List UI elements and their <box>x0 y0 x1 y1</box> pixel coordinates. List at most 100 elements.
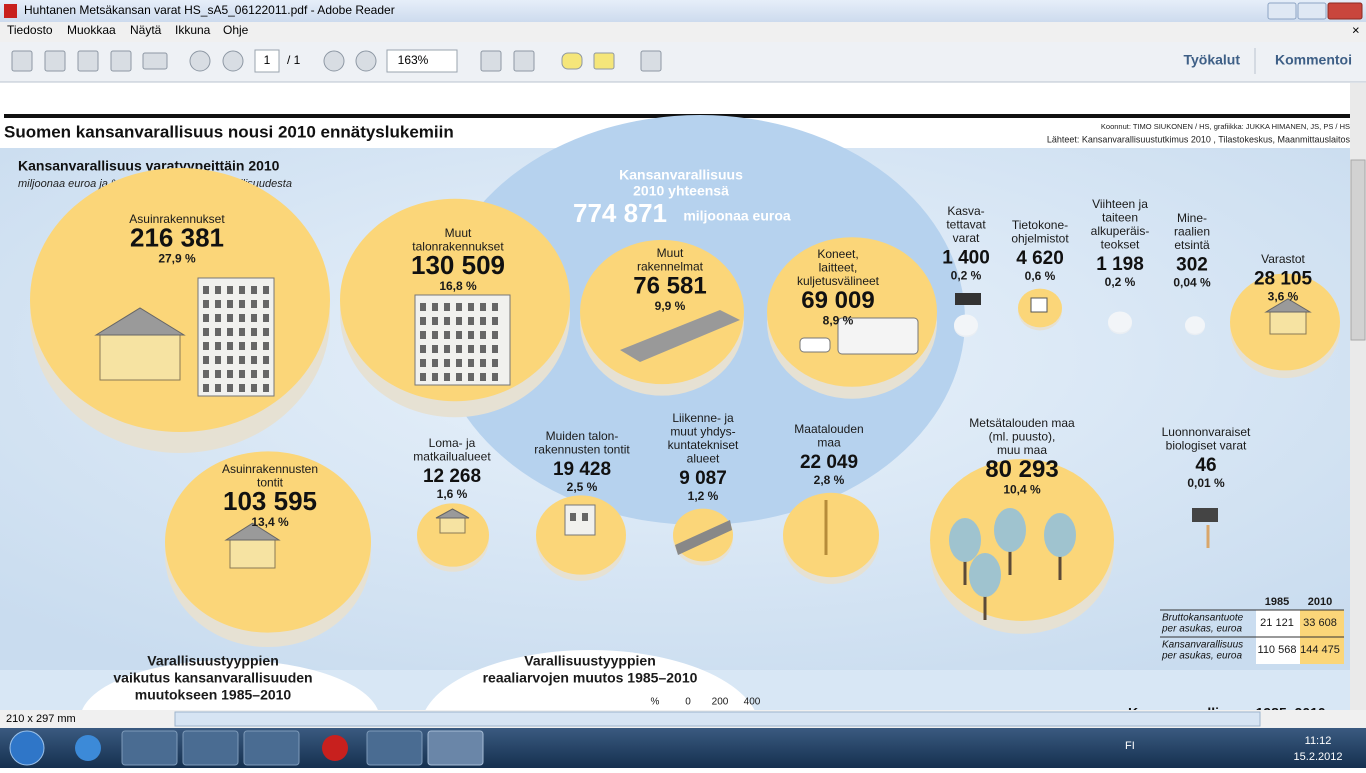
tool-icon[interactable] <box>593 52 615 70</box>
menu-item[interactable]: Tiedosto <box>7 23 53 37</box>
tool-icon[interactable] <box>110 50 132 72</box>
window-icon <box>251 286 257 294</box>
item-label: laitteet, <box>819 261 858 275</box>
window-icon <box>432 373 438 381</box>
window-icon <box>227 356 233 364</box>
credit: Lähteet: Kansanvarallisuustutkimus 2010 … <box>1047 134 1351 144</box>
item-label: muu maa <box>997 443 1047 457</box>
window-icon <box>215 384 221 392</box>
item-label: Viihteen ja <box>1092 197 1148 211</box>
item-value: 4 620 <box>1016 248 1064 269</box>
window-icon <box>456 303 462 311</box>
start-button[interactable] <box>9 730 45 766</box>
tool-icon[interactable] <box>222 50 244 72</box>
tool-icon[interactable] <box>142 52 168 70</box>
item-value: 9 087 <box>679 468 727 489</box>
moose-icon <box>1192 508 1218 522</box>
horizontal-scroll-thumb[interactable] <box>174 711 1261 727</box>
window-icon <box>263 328 269 336</box>
item-label: kuljetusvälineet <box>797 274 880 288</box>
window-icon <box>203 384 209 392</box>
window-icon <box>492 303 498 311</box>
table-value: 110 568 <box>1258 644 1297 656</box>
tool-icon[interactable] <box>11 50 33 72</box>
window-icon <box>239 356 245 364</box>
window-icon <box>215 328 221 336</box>
item-share: 16,8 % <box>439 279 477 293</box>
house-icon <box>229 539 276 569</box>
window-icon <box>203 328 209 336</box>
window-icon <box>468 359 474 367</box>
window-icon <box>432 331 438 339</box>
disc-top <box>417 503 489 567</box>
app-explorer[interactable] <box>121 730 178 766</box>
item-value: 12 268 <box>423 466 481 487</box>
item-label: Liikenne- ja <box>672 411 734 425</box>
window-icon <box>227 370 233 378</box>
total-value: 774 871 <box>573 198 667 228</box>
window-icon <box>420 359 426 367</box>
window-icon <box>227 300 233 308</box>
zoom-in[interactable] <box>355 50 377 72</box>
item-label: Muut <box>445 226 472 240</box>
tool-icon[interactable] <box>189 50 211 72</box>
tool-icon[interactable] <box>44 50 66 72</box>
tool-icon[interactable] <box>561 52 583 70</box>
table-value: 144 475 <box>1300 644 1340 656</box>
item-share: 9,9 % <box>655 299 686 313</box>
app-outlook[interactable] <box>182 730 239 766</box>
doc-close[interactable]: × <box>1352 22 1360 37</box>
roof-icon <box>224 522 281 541</box>
item-value: 28 105 <box>1254 269 1313 290</box>
comment-button[interactable]: Kommentoi <box>1275 52 1352 68</box>
app-powerpoint[interactable] <box>366 730 423 766</box>
menu-item[interactable]: Muokkaa <box>67 23 116 37</box>
tool-icon[interactable] <box>513 50 535 72</box>
window-icon <box>492 359 498 367</box>
lower-title: reaaliarvojen muutos 1985–2010 <box>483 670 698 686</box>
window-icon <box>227 384 233 392</box>
item-value: 1 198 <box>1096 254 1144 275</box>
toolbar-icons <box>11 50 662 72</box>
item-value: 302 <box>1176 255 1208 276</box>
tool-icon[interactable] <box>480 50 502 72</box>
menu-item[interactable]: Ohje <box>223 23 249 37</box>
item-share: 2,5 % <box>567 480 598 494</box>
tool-icon[interactable] <box>640 50 662 72</box>
item-share: 1,2 % <box>688 489 719 503</box>
window-icon <box>480 345 486 353</box>
item-label: Asuinrakennukset <box>129 212 225 226</box>
scroll-thumb[interactable] <box>1350 159 1366 341</box>
tool-icon[interactable] <box>77 50 99 72</box>
item-value: 22 049 <box>800 452 858 473</box>
tools-button[interactable]: Työkalut <box>1183 52 1240 68</box>
menu-item[interactable]: Ikkuna <box>175 23 211 37</box>
table-value: 33 608 <box>1303 617 1337 629</box>
zoom-out[interactable] <box>323 50 345 72</box>
window-icon <box>203 370 209 378</box>
tree-crown <box>1044 513 1076 557</box>
window-icon <box>432 359 438 367</box>
window-icon <box>480 303 486 311</box>
disc-top <box>783 492 879 578</box>
menu-item[interactable]: Näytä <box>130 23 162 37</box>
window-icon <box>444 303 450 311</box>
app-reader[interactable] <box>427 730 484 766</box>
window-icon <box>215 314 221 322</box>
lower-title: muutokseen 1985–2010 <box>135 687 292 703</box>
cow-icon <box>955 293 981 305</box>
close[interactable] <box>1327 2 1363 20</box>
zoom-input[interactable] <box>386 49 458 73</box>
app-word[interactable] <box>243 730 300 766</box>
page-input[interactable] <box>254 49 280 73</box>
minimize[interactable] <box>1267 2 1297 20</box>
app-browser[interactable] <box>322 735 348 761</box>
item-share: 0,01 % <box>1187 476 1225 490</box>
app-ie[interactable] <box>75 735 101 761</box>
window-icon <box>420 373 426 381</box>
total-label: 2010 yhteensä <box>633 183 729 199</box>
item-label: kuntatekniset <box>668 438 739 452</box>
table-label: Bruttokansantuote <box>1162 613 1244 624</box>
restore[interactable] <box>1297 2 1327 20</box>
page-number: 1 <box>264 53 271 67</box>
